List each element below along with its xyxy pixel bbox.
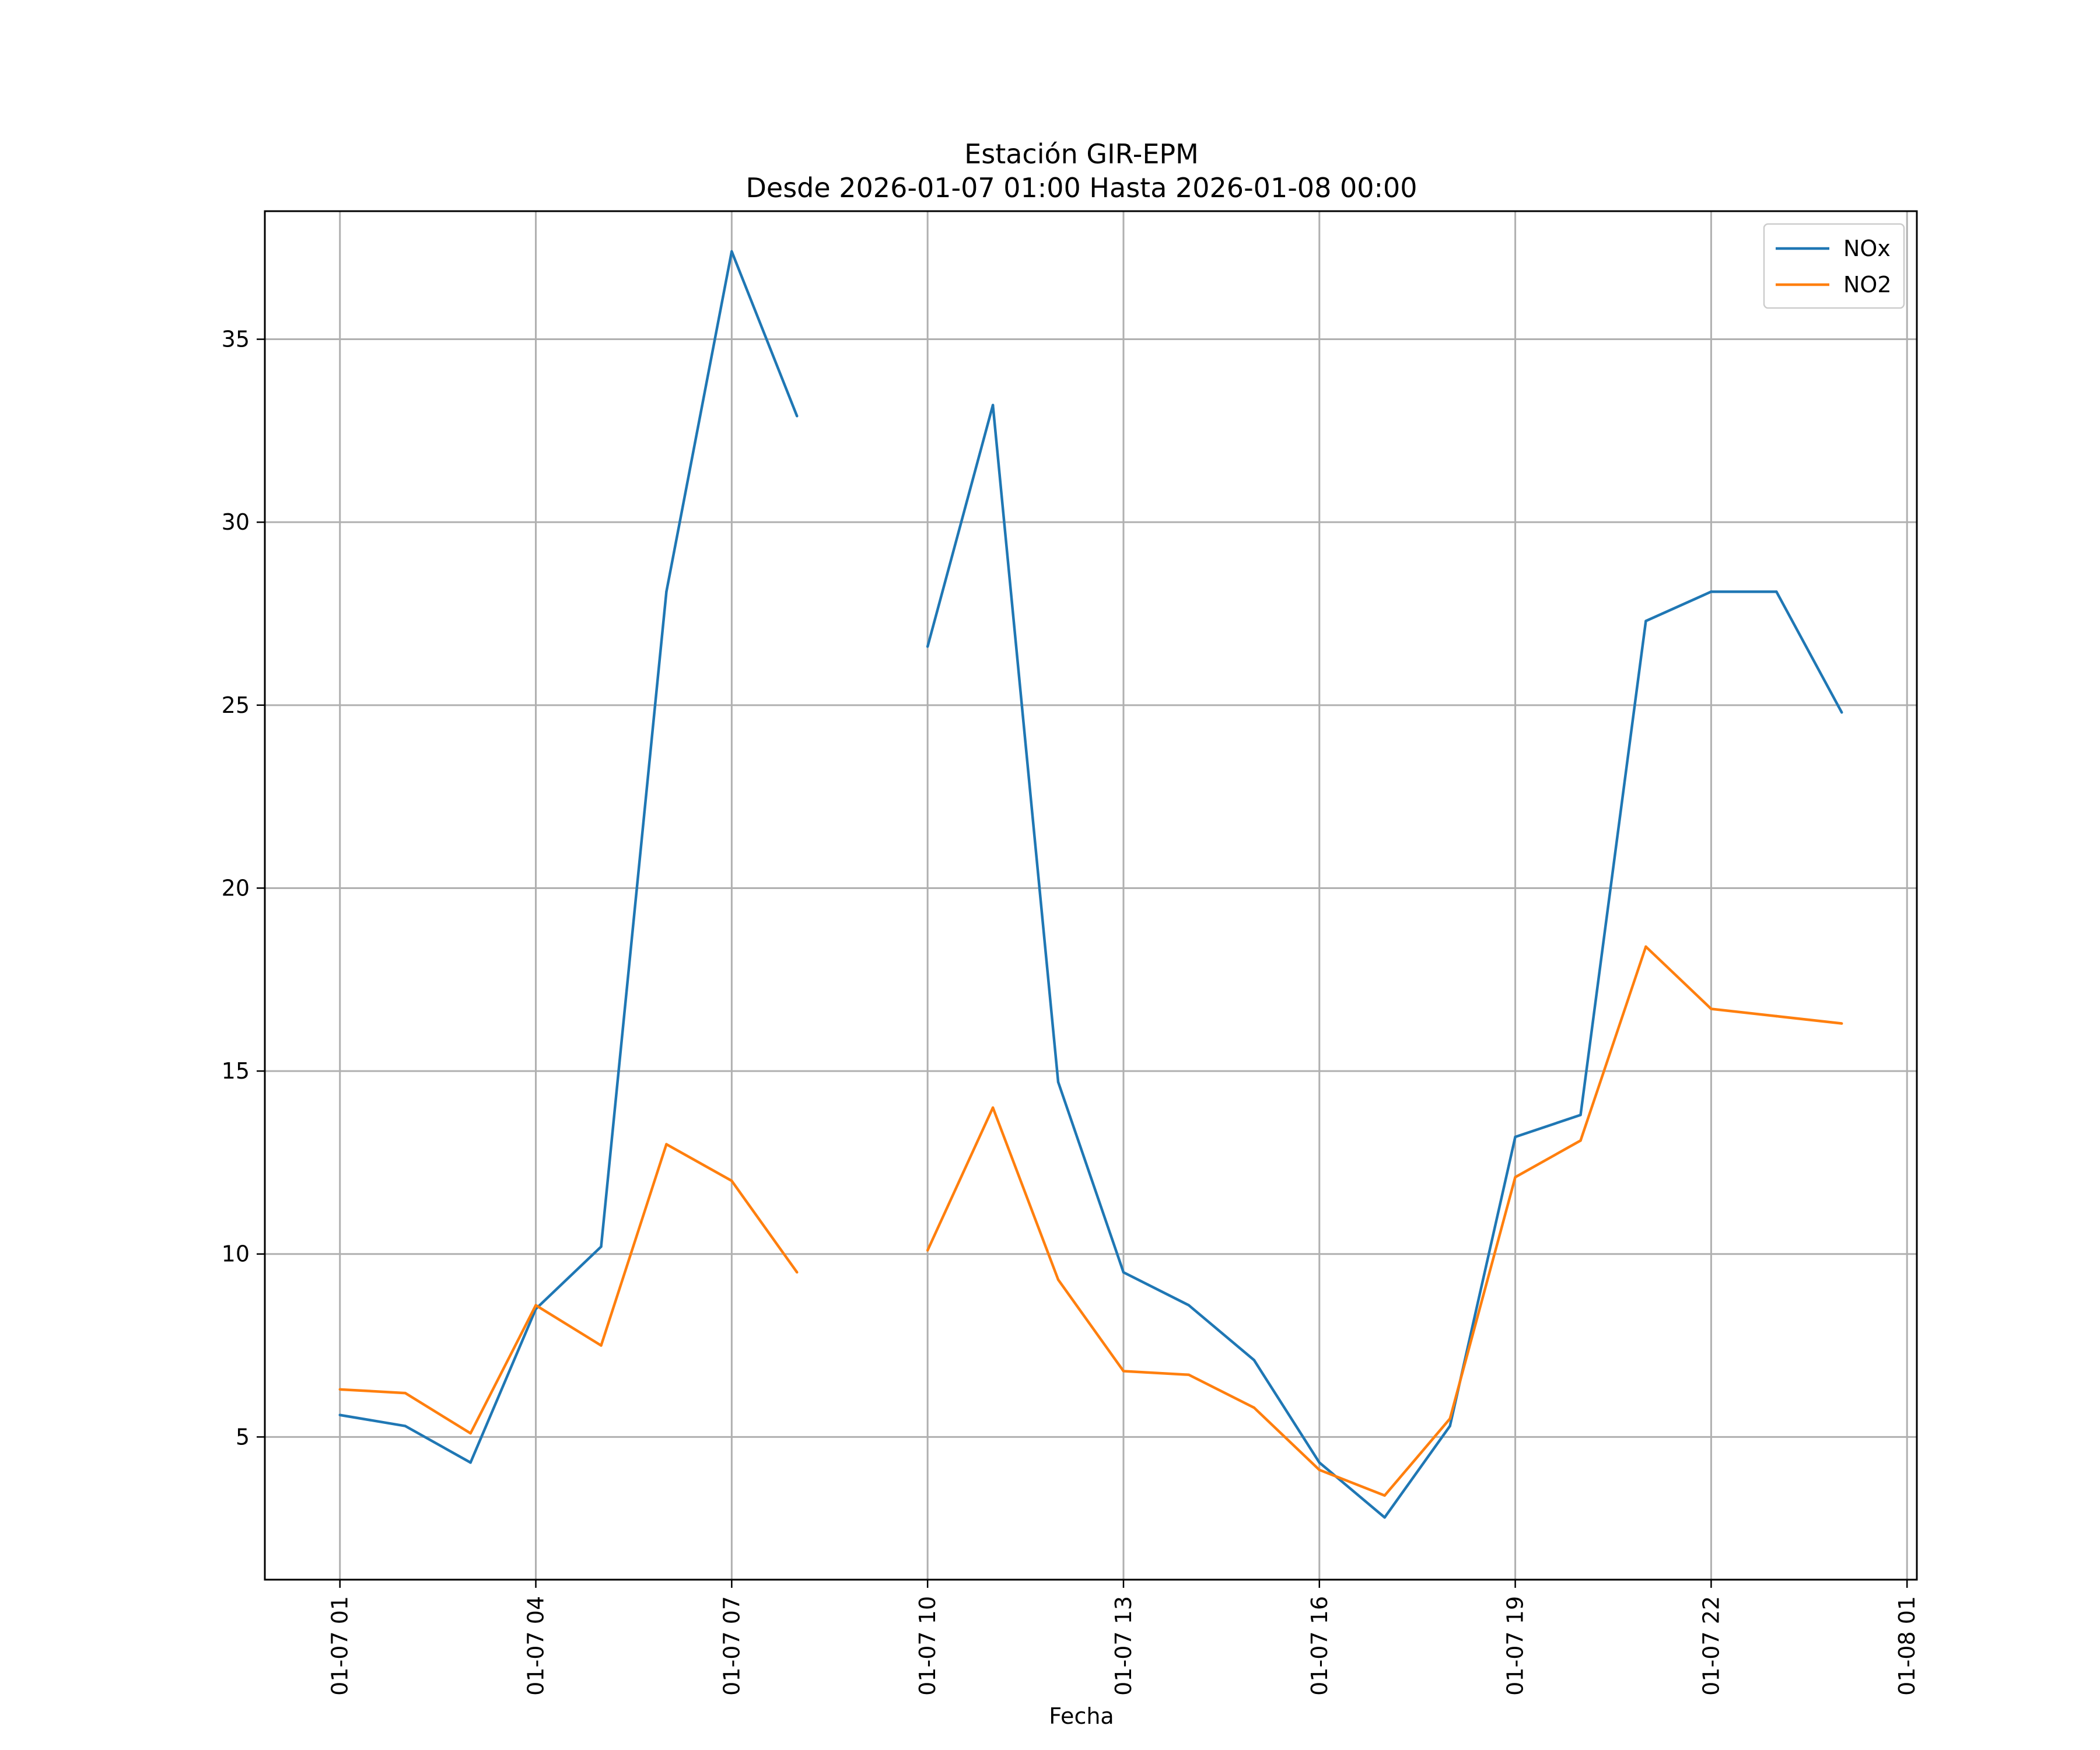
data-point-no2 bbox=[1252, 1406, 1256, 1409]
y-axis-ticks: 5 10 15 20 25 30 35 bbox=[222, 327, 265, 1450]
data-point-nox bbox=[1579, 1114, 1582, 1116]
y-tick-label: 5 bbox=[236, 1424, 250, 1450]
legend-label-no2: NO2 bbox=[1843, 272, 1892, 298]
data-point-no2 bbox=[1448, 1417, 1451, 1420]
data-point-nox bbox=[796, 415, 799, 418]
x-tick-label: 01-07 07 bbox=[719, 1596, 744, 1696]
data-point-nox bbox=[1514, 1135, 1517, 1139]
legend-label-nox: NOx bbox=[1843, 236, 1891, 261]
data-point-nox bbox=[600, 1245, 603, 1248]
data-point-no2 bbox=[1514, 1175, 1517, 1179]
series-line-nox bbox=[926, 404, 1843, 1519]
x-tick-label: 01-08 01 bbox=[1894, 1596, 1920, 1696]
plot-frame bbox=[264, 210, 1918, 1581]
y-tick-label: 10 bbox=[222, 1241, 250, 1267]
legend-box bbox=[1763, 223, 1905, 309]
data-point-no2 bbox=[1056, 1278, 1060, 1281]
data-point-no2 bbox=[534, 1304, 537, 1307]
data-point-nox bbox=[730, 250, 733, 253]
data-point-no2 bbox=[600, 1344, 603, 1347]
chart-title: Estación GIR-EPM bbox=[964, 138, 1199, 170]
x-tick-label: 01-07 22 bbox=[1698, 1596, 1724, 1696]
data-point-nox bbox=[1122, 1270, 1125, 1274]
series-line-no2 bbox=[926, 945, 1842, 1497]
data-point-nox bbox=[404, 1424, 407, 1427]
data-point-no2 bbox=[404, 1391, 407, 1395]
data-point-nox bbox=[1056, 1080, 1060, 1084]
x-axis-ticks: 01-07 01 01-07 04 01-07 07 01-07 10 01-07 13… bbox=[327, 1580, 1920, 1696]
data-point-no2 bbox=[338, 1388, 341, 1391]
y-tick-label: 20 bbox=[222, 875, 250, 901]
x-tick-label: 01-07 19 bbox=[1503, 1596, 1528, 1696]
data-point-nox bbox=[1840, 711, 1843, 714]
y-tick-label: 25 bbox=[222, 692, 250, 718]
y-tick-label: 35 bbox=[222, 327, 250, 352]
data-point-no2 bbox=[1383, 1494, 1386, 1497]
chart-subtitle: Desde 2026-01-07 01:00 Hasta 2026-01-08 … bbox=[746, 172, 1417, 204]
data-point-nox bbox=[338, 1413, 341, 1416]
y-tick-label: 30 bbox=[222, 509, 250, 535]
data-point-no2 bbox=[1840, 1022, 1843, 1025]
data-point-no2 bbox=[665, 1143, 668, 1146]
data-point-no2 bbox=[730, 1180, 733, 1182]
grid bbox=[265, 211, 1917, 1580]
data-point-nox bbox=[926, 645, 929, 648]
data-point-no2 bbox=[991, 1106, 995, 1110]
data-point-nox bbox=[1644, 620, 1647, 622]
data-point-nox bbox=[1187, 1304, 1191, 1307]
series-lines bbox=[338, 250, 1843, 1519]
x-axis-label: Fecha bbox=[1049, 1703, 1114, 1729]
data-point-no2 bbox=[1710, 1007, 1713, 1010]
data-point-no2 bbox=[926, 1249, 929, 1252]
x-tick-label: 01-07 16 bbox=[1307, 1596, 1332, 1696]
data-point-no2 bbox=[469, 1432, 472, 1435]
series-nox bbox=[338, 250, 1843, 1519]
series-no2 bbox=[338, 945, 1843, 1497]
data-point-no2 bbox=[1318, 1468, 1321, 1472]
data-point-nox bbox=[1448, 1424, 1451, 1427]
data-point-no2 bbox=[796, 1270, 799, 1274]
data-point-nox bbox=[1318, 1461, 1321, 1464]
legend: NOx NO2 bbox=[1763, 223, 1905, 309]
x-tick-label: 01-07 04 bbox=[523, 1596, 549, 1696]
series-line-no2 bbox=[340, 1143, 799, 1435]
data-point-no2 bbox=[1187, 1373, 1191, 1376]
x-tick-label: 01-07 10 bbox=[915, 1596, 940, 1696]
data-point-nox bbox=[1383, 1516, 1386, 1519]
data-point-nox bbox=[1710, 590, 1713, 593]
data-point-nox bbox=[469, 1461, 472, 1464]
data-point-nox bbox=[665, 590, 668, 593]
data-point-nox bbox=[1252, 1359, 1256, 1362]
series-line-nox bbox=[340, 250, 799, 1464]
data-point-nox bbox=[1775, 590, 1778, 593]
x-tick-label: 01-07 01 bbox=[327, 1596, 353, 1696]
data-point-no2 bbox=[1644, 945, 1647, 949]
data-point-nox bbox=[991, 404, 995, 407]
y-tick-label: 15 bbox=[222, 1058, 250, 1084]
data-point-no2 bbox=[1122, 1370, 1125, 1373]
data-point-no2 bbox=[1775, 1014, 1778, 1018]
x-tick-label: 01-07 13 bbox=[1111, 1596, 1136, 1696]
data-point-no2 bbox=[1579, 1139, 1582, 1142]
